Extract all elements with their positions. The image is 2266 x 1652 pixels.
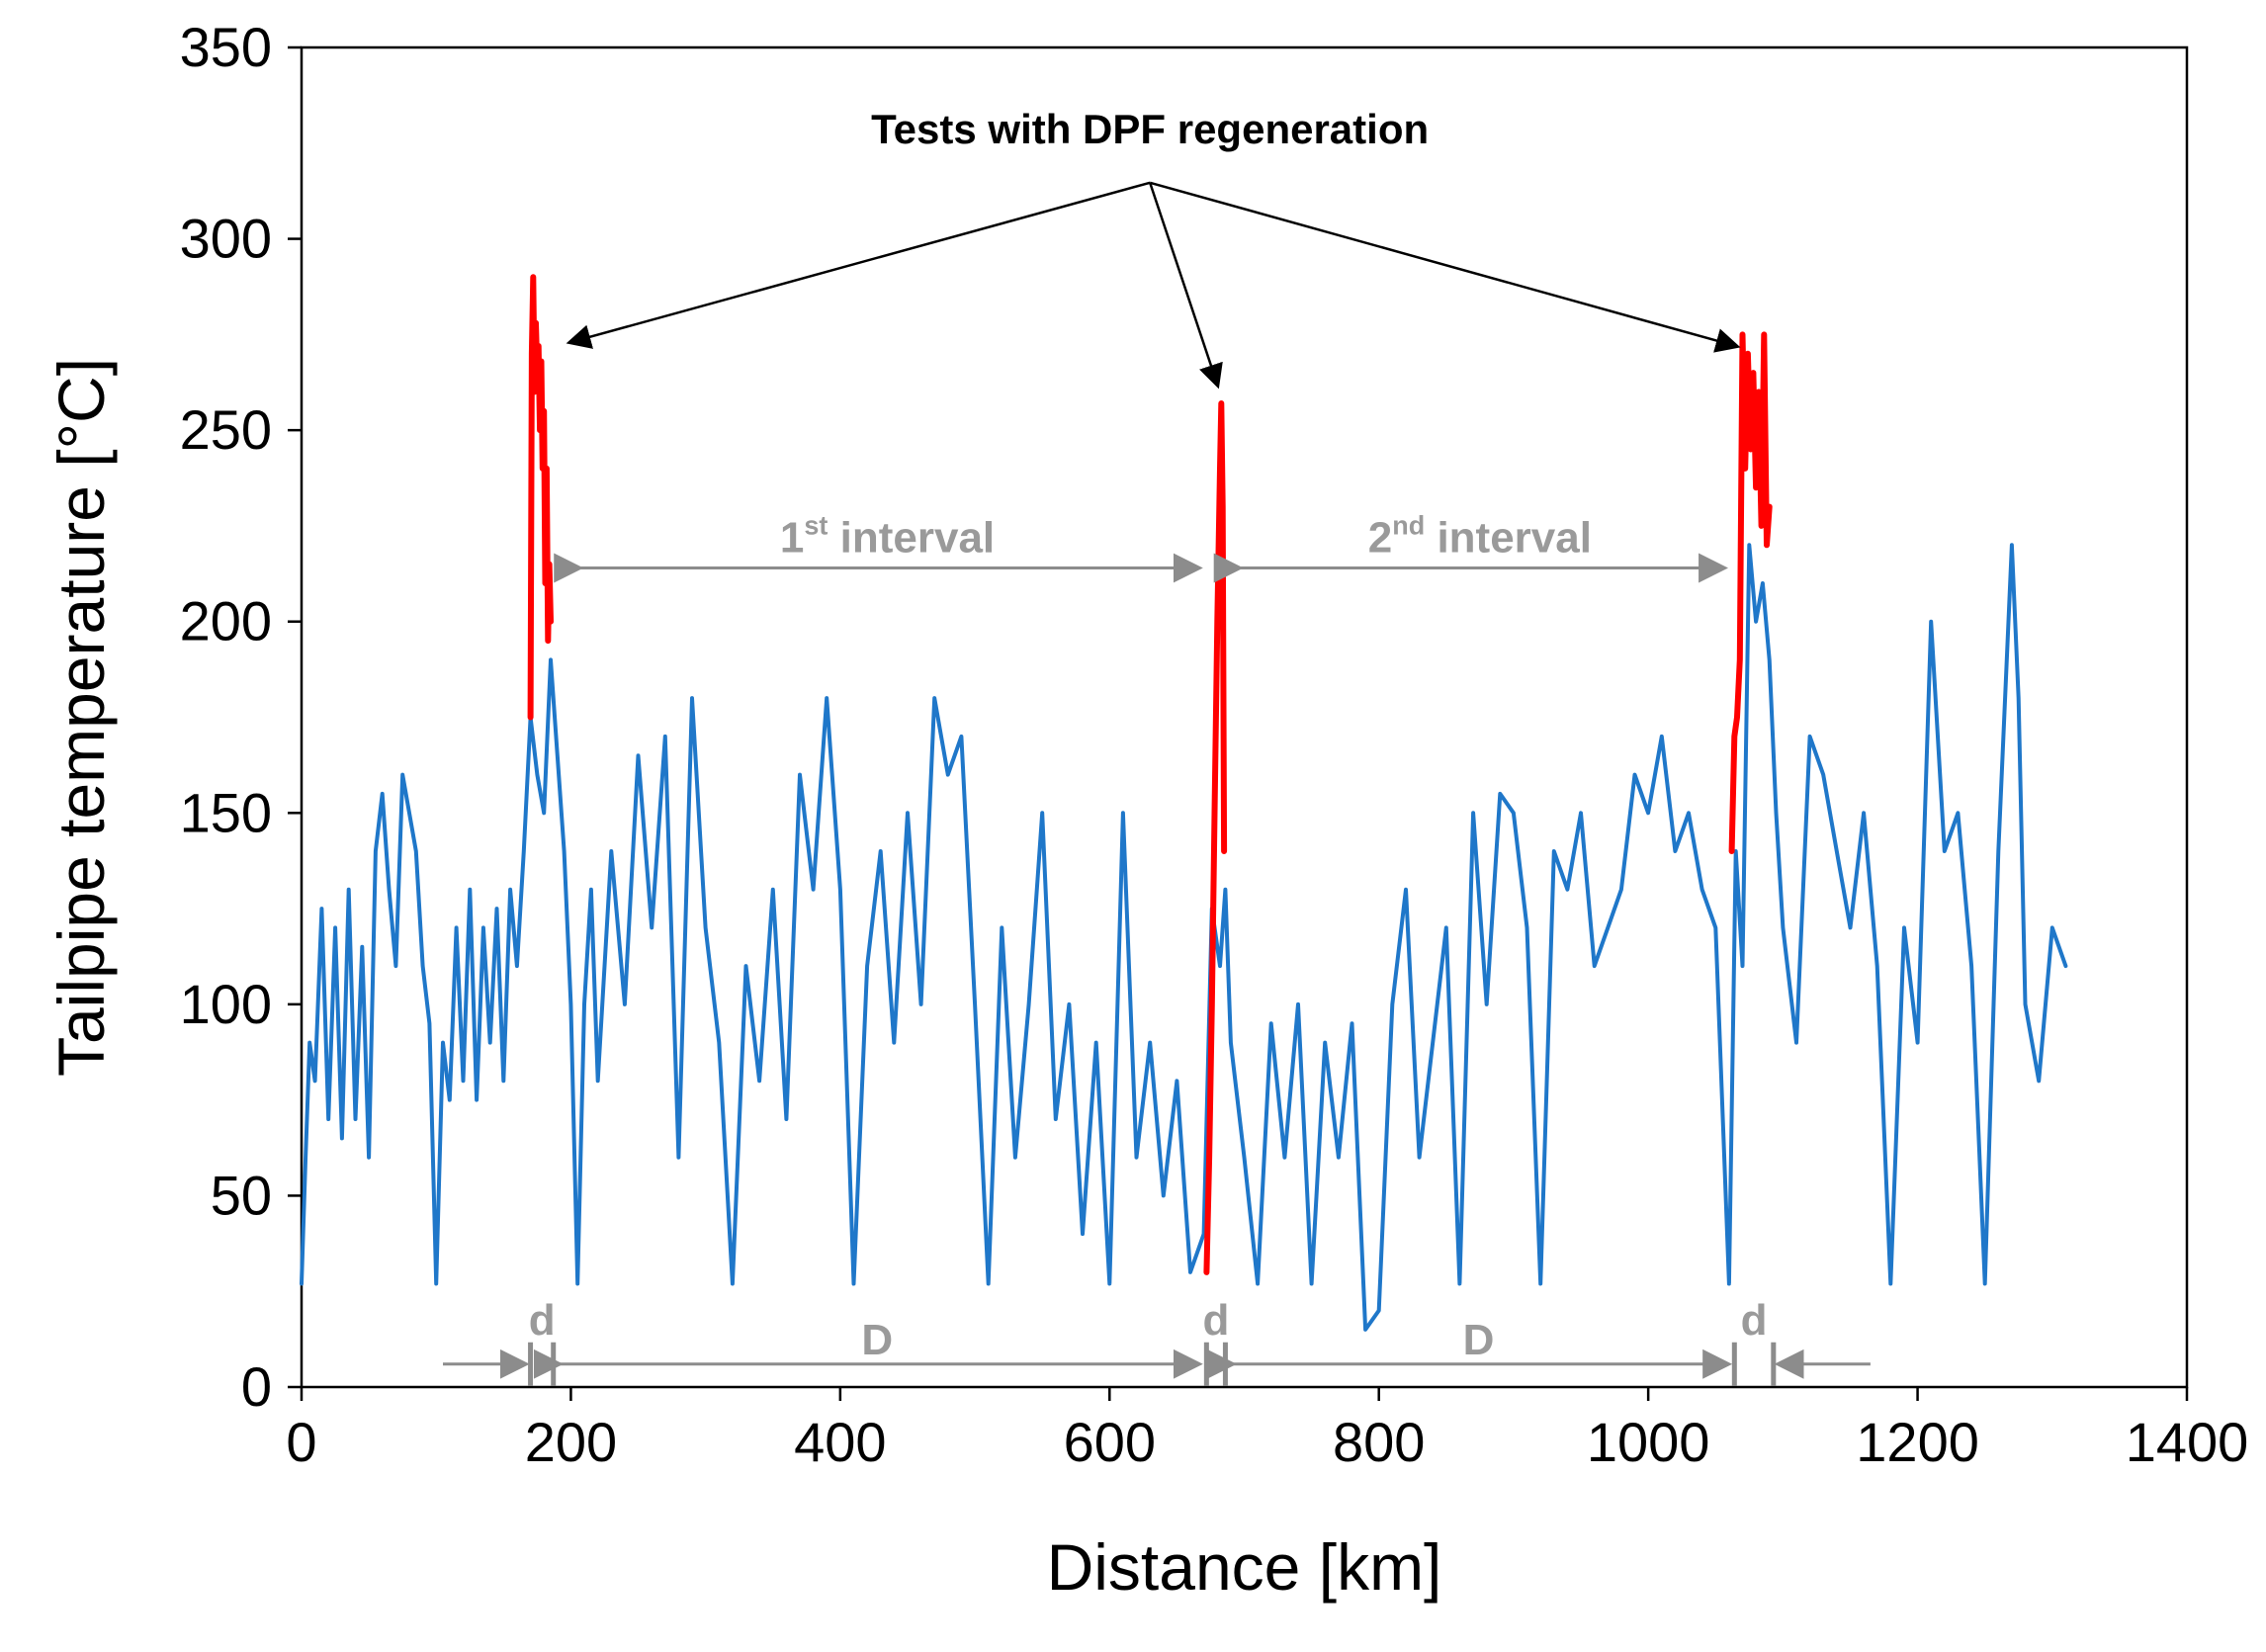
x-tick-label: 1000 [1587, 1411, 1710, 1473]
x-tick-label: 1400 [2126, 1411, 2249, 1473]
interval-1-label: 1st interval [780, 511, 995, 563]
y-tick-label: 100 [180, 973, 272, 1035]
x-tick-label: 400 [794, 1411, 886, 1473]
y-axis-ticks: 0 50 100 150 200 250 300 350 [180, 16, 302, 1418]
annotation-arrow [1148, 182, 1223, 390]
y-tick-label: 150 [180, 781, 272, 843]
annotation-arrow [566, 181, 1151, 349]
annotation-arrow [1149, 181, 1741, 353]
series-line-dpf-regeneration [1203, 400, 1228, 1275]
x-axis-title: Distance [km] [1047, 1530, 1442, 1604]
y-axis-title: Tailpipe temperature [°C] [44, 358, 118, 1077]
x-tick-label: 1200 [1856, 1411, 1979, 1473]
x-tick-label: 200 [525, 1411, 617, 1473]
interval-2-label: 2nd interval [1368, 511, 1592, 563]
series-line-tailpipe-temperature [300, 543, 2068, 1332]
x-tick-label: 800 [1333, 1411, 1425, 1473]
series-line-dpf-regeneration [527, 274, 554, 721]
d-label: d [1741, 1296, 1768, 1345]
d-label: d [529, 1296, 556, 1345]
x-tick-label: 600 [1064, 1411, 1156, 1473]
annotation-title: Tests with DPF regeneration [871, 106, 1429, 152]
y-tick-label: 0 [241, 1355, 272, 1418]
plot-area [300, 45, 2189, 1389]
y-tick-label: 200 [180, 590, 272, 652]
y-tick-label: 50 [211, 1164, 272, 1226]
D-label: D [861, 1316, 893, 1364]
y-tick-label: 250 [180, 398, 272, 461]
y-tick-label: 350 [180, 16, 272, 78]
y-tick-label: 300 [180, 208, 272, 270]
annotation-layer: Tests with DPF regeneration 1st interval 2… [443, 106, 1871, 1386]
d-label: d [1202, 1296, 1229, 1345]
series-line-dpf-regeneration [1728, 331, 1773, 854]
D-label: D [1463, 1316, 1495, 1364]
x-axis-ticks: 0 200 400 600 800 1000 1200 1400 [286, 1387, 2248, 1473]
x-tick-label: 0 [286, 1411, 316, 1473]
series-layer [300, 274, 2068, 1332]
